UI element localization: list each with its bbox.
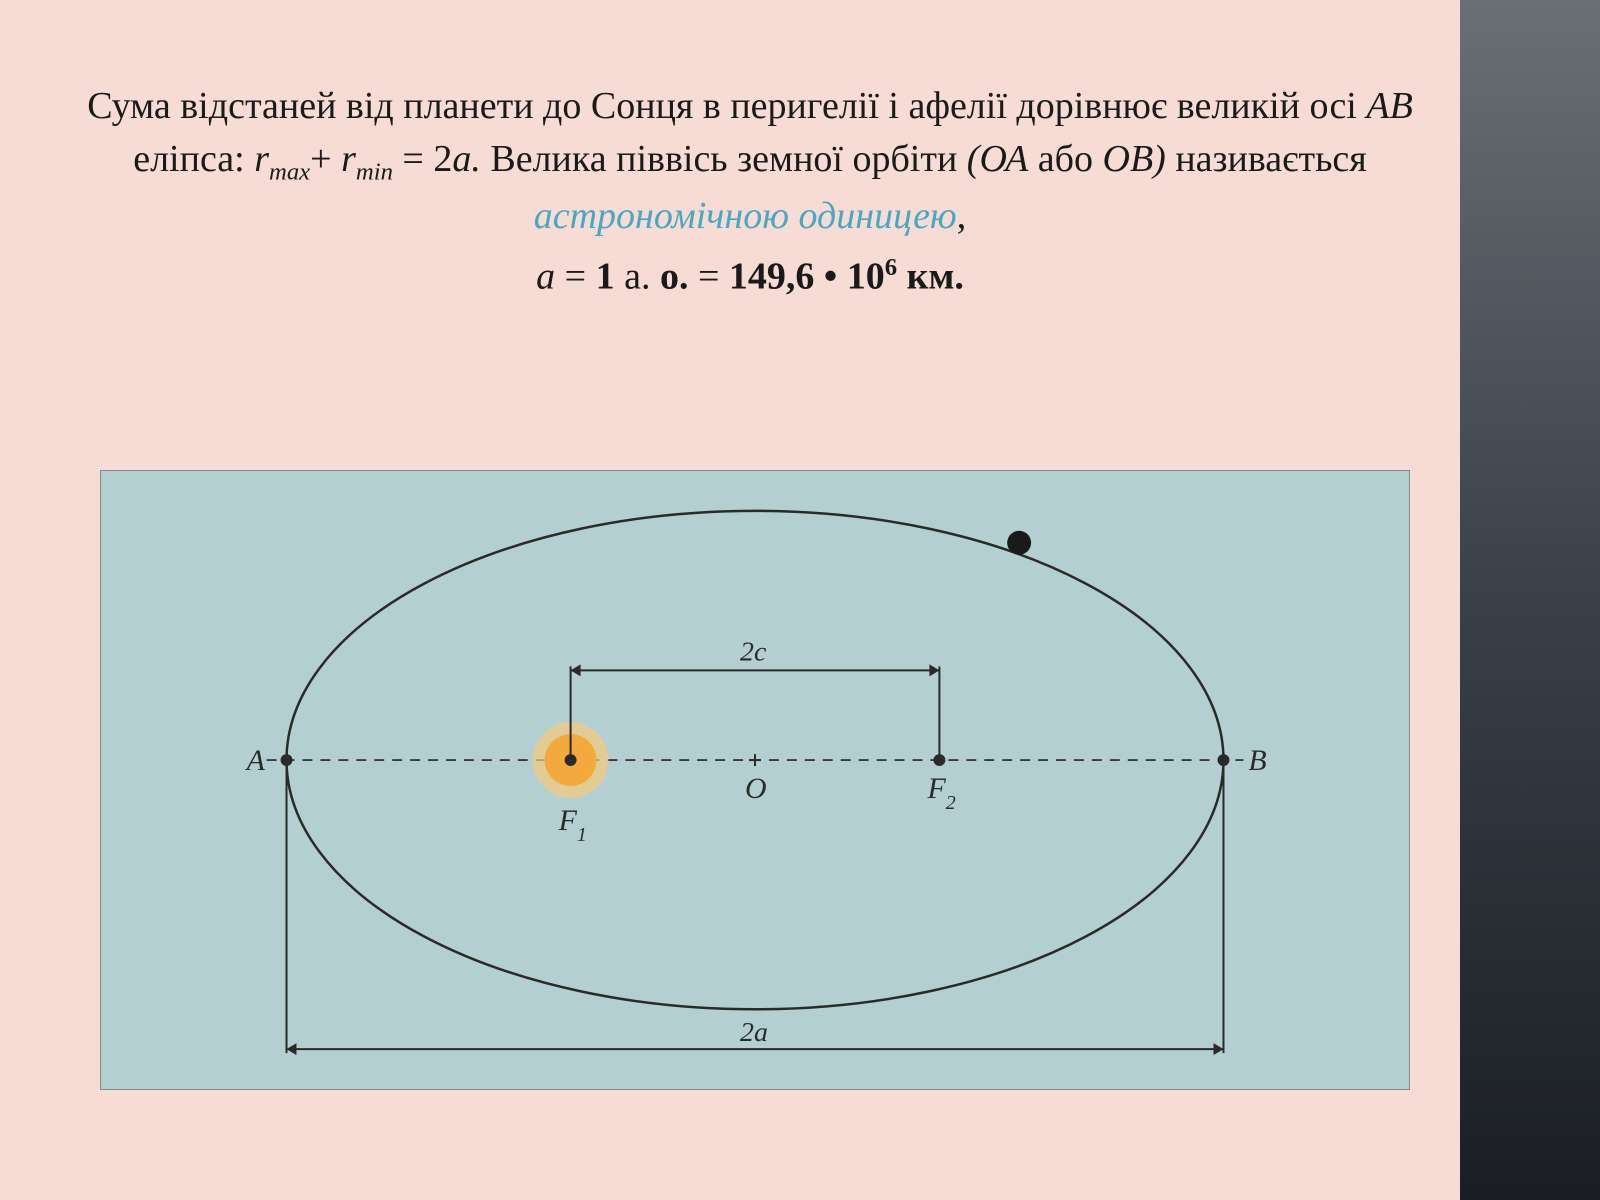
comma: ,: [957, 195, 967, 237]
text-part2: еліпса:: [133, 138, 254, 180]
rmin-sub: min: [356, 159, 393, 186]
var-a: a.: [452, 138, 481, 180]
svg-text:2c: 2c: [740, 636, 767, 667]
f-1: 1: [596, 255, 615, 297]
text-part3: Велика піввісь земної орбіти: [481, 138, 967, 180]
f-val: 149,6 • 10: [729, 255, 885, 297]
text-ob: ОВ): [1103, 138, 1166, 180]
svg-text:O: O: [745, 772, 767, 805]
f-eq1: =: [555, 255, 595, 297]
side-gradient-panel: [1460, 0, 1600, 1200]
highlight-term: астрономічною одиницею: [534, 195, 957, 237]
f-eq2: =: [688, 255, 728, 297]
f-a: a: [536, 255, 555, 297]
text-part4: називається: [1166, 138, 1367, 180]
svg-text:F2: F2: [926, 772, 955, 814]
f-ao: а.: [615, 255, 660, 297]
f-o: о.: [660, 255, 689, 297]
eq-2: = 2: [393, 138, 452, 180]
ellipse-svg: 2c 2a A B O F1 F2: [101, 471, 1409, 1089]
main-paragraph: Сума відстаней від планети до Сонця в пе…: [60, 80, 1440, 244]
f-km: км.: [897, 255, 964, 297]
svg-text:F1: F1: [558, 804, 587, 846]
rmin-r: r: [341, 138, 356, 180]
formula-line: a = 1 а. о. = 149,6 • 106 км.: [60, 254, 1440, 299]
ellipse-diagram: 2c 2a A B O F1 F2: [100, 470, 1410, 1090]
rmax-sub: max: [269, 159, 310, 186]
plus: +: [310, 138, 341, 180]
text-part1: Сума відстаней від планети до Сонця в пе…: [87, 85, 1366, 127]
svg-text:A: A: [245, 744, 266, 777]
text-ab: АВ: [1366, 85, 1412, 127]
content-area: Сума відстаней від планети до Сонця в пе…: [60, 80, 1440, 298]
text-oa: (ОА: [967, 138, 1029, 180]
svg-text:B: B: [1248, 744, 1266, 777]
text-or: або: [1028, 138, 1102, 180]
svg-text:2a: 2a: [740, 1017, 768, 1048]
rmax-r: r: [254, 138, 269, 180]
f-sup: 6: [885, 254, 897, 281]
